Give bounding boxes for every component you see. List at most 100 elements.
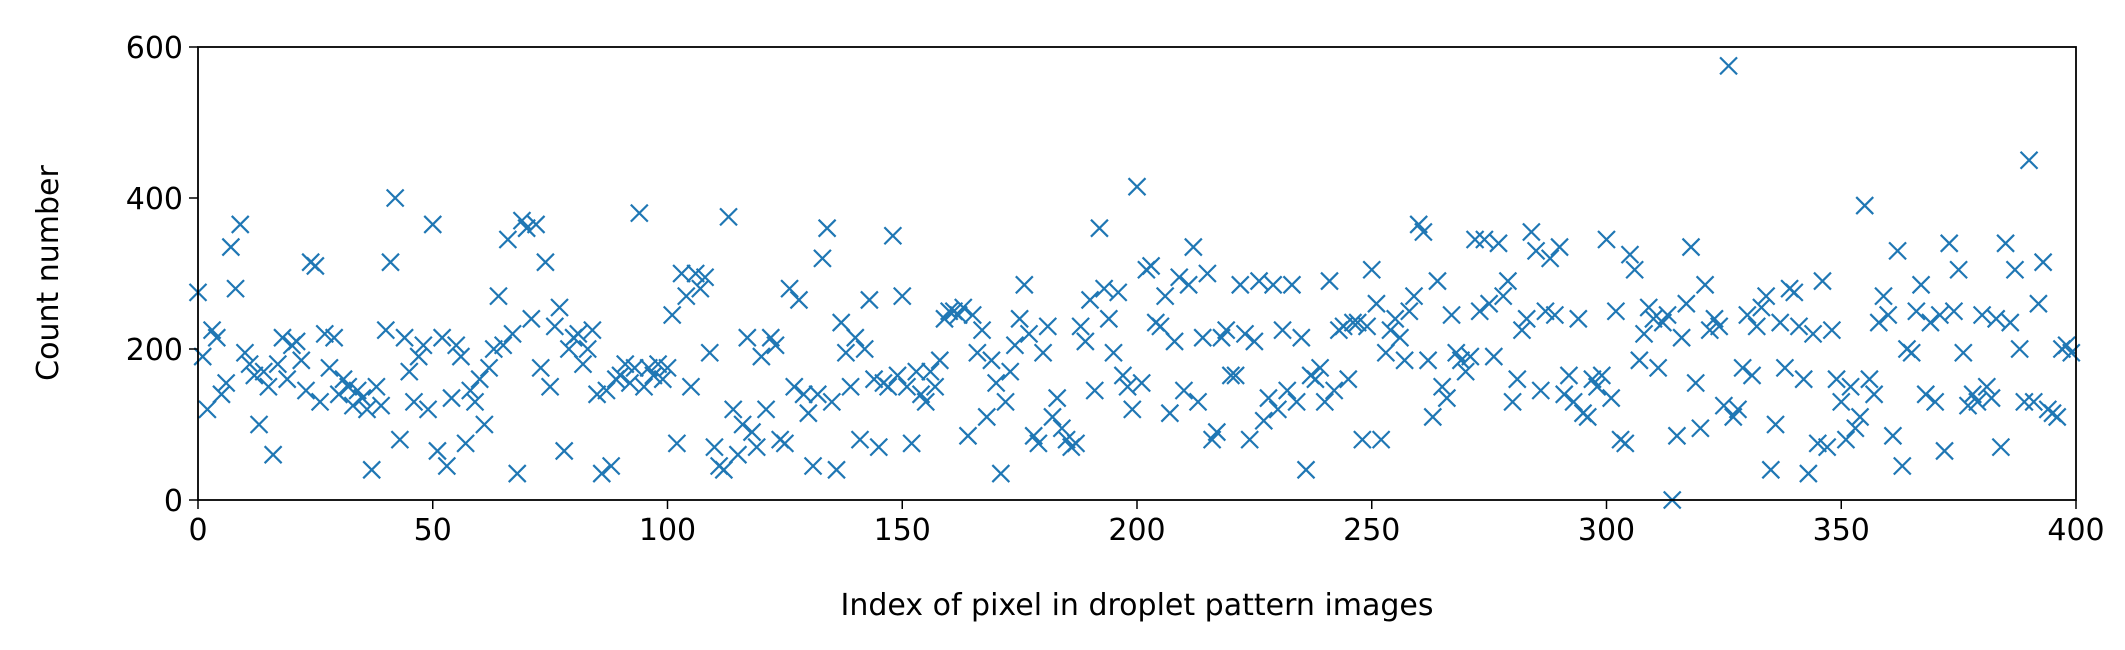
marker [1695,275,1715,295]
marker [1174,381,1194,400]
marker [493,335,513,355]
x-tick-label: 150 [874,513,931,548]
marker [1508,369,1527,389]
axes-frame [197,46,2077,501]
marker [1141,256,1161,276]
marker [1348,313,1367,332]
marker [1785,283,1804,302]
marker [1592,366,1612,385]
marker [404,392,424,412]
marker [723,400,743,419]
marker [846,328,865,347]
marker [240,354,259,374]
marker [559,339,579,359]
marker [1831,392,1851,412]
marker [550,298,569,317]
marker [1320,271,1339,291]
marker [273,328,292,347]
marker [1996,234,2015,253]
marker [1498,271,1518,291]
marker [1742,366,1762,385]
marker [695,267,715,287]
marker [1925,392,1945,412]
marker [1324,381,1344,400]
marker [1193,328,1213,347]
marker [578,339,597,359]
marker [1559,366,1579,385]
marker [1536,301,1555,321]
marker [1151,317,1170,336]
marker [507,464,527,483]
marker [1986,309,2006,329]
marker [662,305,682,325]
marker [892,286,912,306]
marker [1432,377,1452,397]
marker [982,351,1001,370]
marker [1493,286,1513,306]
x-tick-label: 300 [1578,513,1635,548]
marker [1531,381,1551,400]
marker [1850,407,1870,427]
marker [479,358,499,378]
marker [1475,230,1494,249]
marker [1550,237,1569,257]
marker [714,460,734,480]
marker [592,464,612,483]
marker [1113,366,1133,385]
marker [465,392,485,412]
marker [296,381,316,400]
marker [1813,271,1832,291]
marker [1789,317,1809,336]
marker [1155,286,1175,306]
marker [1390,328,1410,347]
marker [1385,309,1405,329]
marker [1954,343,1973,363]
marker [907,362,926,381]
marker [517,218,536,238]
marker [1714,396,1734,415]
marker [620,373,640,393]
marker [1118,377,1137,397]
marker [2019,150,2039,170]
marker [1418,351,1438,370]
marker [916,392,936,412]
marker [569,324,588,344]
marker [836,343,856,363]
marker [1817,437,1837,457]
marker [371,396,391,415]
marker [1043,407,1062,427]
marker [1099,309,1119,329]
marker [409,347,428,366]
marker [1268,400,1288,419]
marker [1484,347,1504,366]
marker [686,264,705,283]
marker [991,464,1011,483]
marker [385,188,405,208]
marker [1160,403,1180,423]
marker [738,328,757,347]
marker [263,445,283,464]
marker [1334,317,1353,336]
marker [1616,434,1635,453]
marker [1381,320,1400,340]
marker [583,320,602,340]
marker [860,290,879,310]
marker [306,256,325,276]
marker [414,335,433,355]
y-tick-label: 600 [126,31,183,66]
marker [1639,298,1659,317]
x-axis-label: Index of pixel in droplet pattern images [840,588,1433,623]
marker [822,392,842,412]
marker [1503,392,1522,412]
marker [1489,234,1508,253]
marker [742,422,762,442]
x-tick-label: 200 [1108,513,1165,548]
marker [1625,260,1644,280]
marker [1132,373,1151,393]
marker [986,373,1006,393]
marker [1470,301,1490,321]
marker [1010,309,1029,329]
marker [1198,264,1217,283]
marker [1376,343,1396,363]
